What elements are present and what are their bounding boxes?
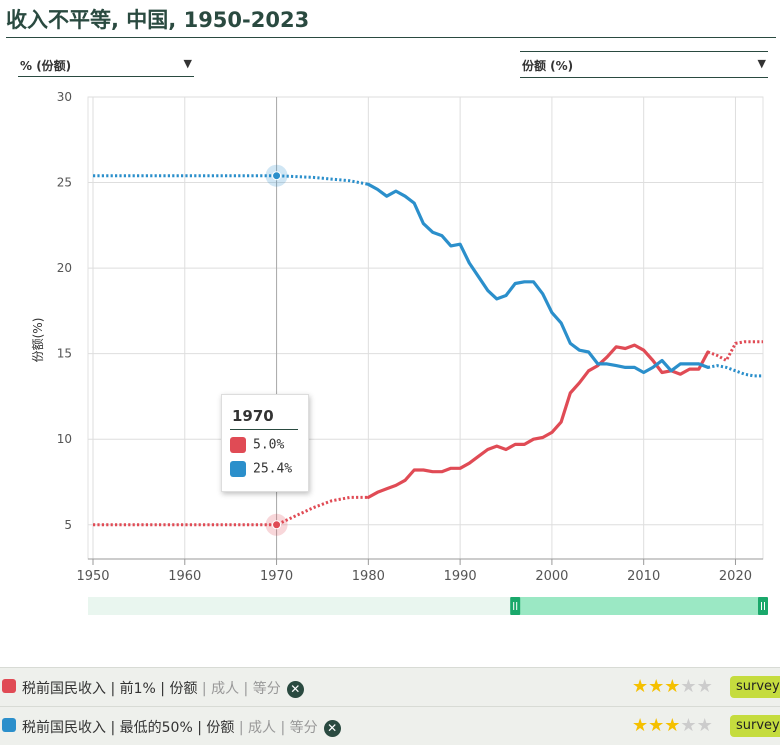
y-tick-label: 20: [57, 261, 72, 275]
legend-label: 税前国民收入 | 前1% | 份额 | 成人 | 等分 ✕: [22, 678, 304, 698]
series-line-estimated: [93, 495, 369, 527]
legend-part: 份额: [206, 720, 235, 736]
plot-area: [87, 96, 764, 560]
source-badge[interactable]: survey: [730, 676, 780, 698]
x-tick-label: 1960: [168, 569, 201, 584]
series-swatch-icon: [2, 679, 16, 693]
legend-part-muted: 等分: [289, 720, 318, 736]
source-badge[interactable]: survey: [730, 715, 780, 737]
unit-selector[interactable]: % (份额) ▼: [18, 54, 194, 77]
chart-grid: [87, 96, 764, 560]
legend-part-muted: 成人: [248, 720, 276, 736]
star-filled-icon: ★: [648, 676, 665, 697]
chevron-down-icon: ▼: [183, 57, 192, 70]
x-tick-label: 2020: [719, 569, 752, 584]
hover-point: [272, 520, 282, 530]
chart-tooltip: 1970 5.0% 25.4%: [221, 394, 309, 492]
series-line-estimated: [707, 364, 763, 378]
star-empty-icon: ★: [696, 715, 713, 736]
unit-selector-label: % (份额): [20, 59, 72, 73]
page-title: 收入不平等, 中国, 1950-2023: [6, 8, 310, 32]
y-tick-label: 30: [57, 90, 72, 104]
quality-rating: ★★★★★: [632, 715, 713, 736]
legend-label: 税前国民收入 | 最低的50% | 份额 | 成人 | 等分 ✕: [22, 717, 341, 737]
indicator-selector-label: 份额 (%): [522, 59, 574, 73]
chart-series: [93, 174, 763, 527]
remove-series-icon[interactable]: ✕: [286, 680, 304, 698]
star-empty-icon: ★: [680, 715, 697, 736]
y-tick-label: 10: [57, 432, 72, 446]
x-tick-label: 2000: [535, 569, 568, 584]
tooltip-divider: [230, 429, 298, 430]
tooltip-row-top1: 5.0%: [230, 437, 284, 455]
star-filled-icon: ★: [632, 676, 649, 697]
tooltip-value: 25.4%: [253, 461, 293, 477]
legend-part: 税前国民收入: [22, 681, 106, 697]
x-tick-label: 1980: [352, 569, 385, 584]
series-swatch-icon: [230, 461, 246, 477]
star-empty-icon: ★: [680, 676, 697, 697]
hover-point: [272, 171, 282, 181]
indicator-selector[interactable]: 份额 (%) ▼: [520, 51, 768, 78]
legend-part: 前1%: [119, 681, 156, 697]
tooltip-value: 5.0%: [253, 437, 285, 453]
tooltip-year: 1970: [232, 407, 274, 425]
chart-markers: [265, 164, 288, 536]
remove-series-icon[interactable]: ✕: [323, 719, 341, 737]
series-line-estimated: [93, 174, 369, 186]
quality-rating: ★★★★★: [632, 676, 713, 697]
slider-handle-left[interactable]: [510, 597, 521, 615]
legend-row: 税前国民收入 | 前1% | 份额 | 成人 | 等分 ✕ ★★★★★ surve…: [0, 667, 780, 706]
legend-part: 份额: [169, 681, 198, 697]
chevron-down-icon: ▼: [757, 57, 766, 70]
y-axis-label: 份额(%): [31, 318, 45, 363]
x-tick-label: 1970: [260, 569, 293, 584]
x-tick-label: 2010: [627, 569, 660, 584]
star-filled-icon: ★: [648, 715, 665, 736]
range-slider: [88, 597, 768, 615]
star-filled-icon: ★: [664, 676, 681, 697]
series-line-estimated: [707, 340, 763, 362]
chart-axes: 5 10 15 20 25 30 1950 1960 1970 1980 1990 2000 2010 2…: [31, 90, 763, 584]
star-filled-icon: ★: [664, 715, 681, 736]
legend-part: 最低的50%: [119, 720, 193, 736]
series-swatch-icon: [2, 718, 16, 732]
legend-part-muted: 等分: [252, 681, 281, 697]
series-line: [366, 343, 710, 499]
y-tick-label: 5: [64, 518, 72, 532]
y-tick-label: 15: [57, 347, 72, 361]
title-divider: [6, 37, 776, 38]
tooltip-row-bottom50: 25.4%: [230, 461, 292, 479]
x-tick-label: 1990: [444, 569, 477, 584]
legend-part-muted: 成人: [211, 681, 240, 697]
x-tick-label: 1950: [76, 569, 109, 584]
star-filled-icon: ★: [632, 715, 649, 736]
star-empty-icon: ★: [696, 676, 713, 697]
line-chart[interactable]: 5 10 15 20 25 30 1950 1960 1970 1980 1990 2000 2010 2…: [0, 85, 780, 625]
series-swatch-icon: [230, 437, 246, 453]
slider-handle-right[interactable]: [758, 597, 768, 615]
legend-part: 税前国民收入: [22, 720, 106, 736]
y-tick-label: 25: [57, 176, 72, 190]
series-line: [366, 182, 710, 375]
slider-selection: [515, 597, 763, 615]
legend-row: 税前国民收入 | 最低的50% | 份额 | 成人 | 等分 ✕ ★★★★★ su…: [0, 706, 780, 745]
